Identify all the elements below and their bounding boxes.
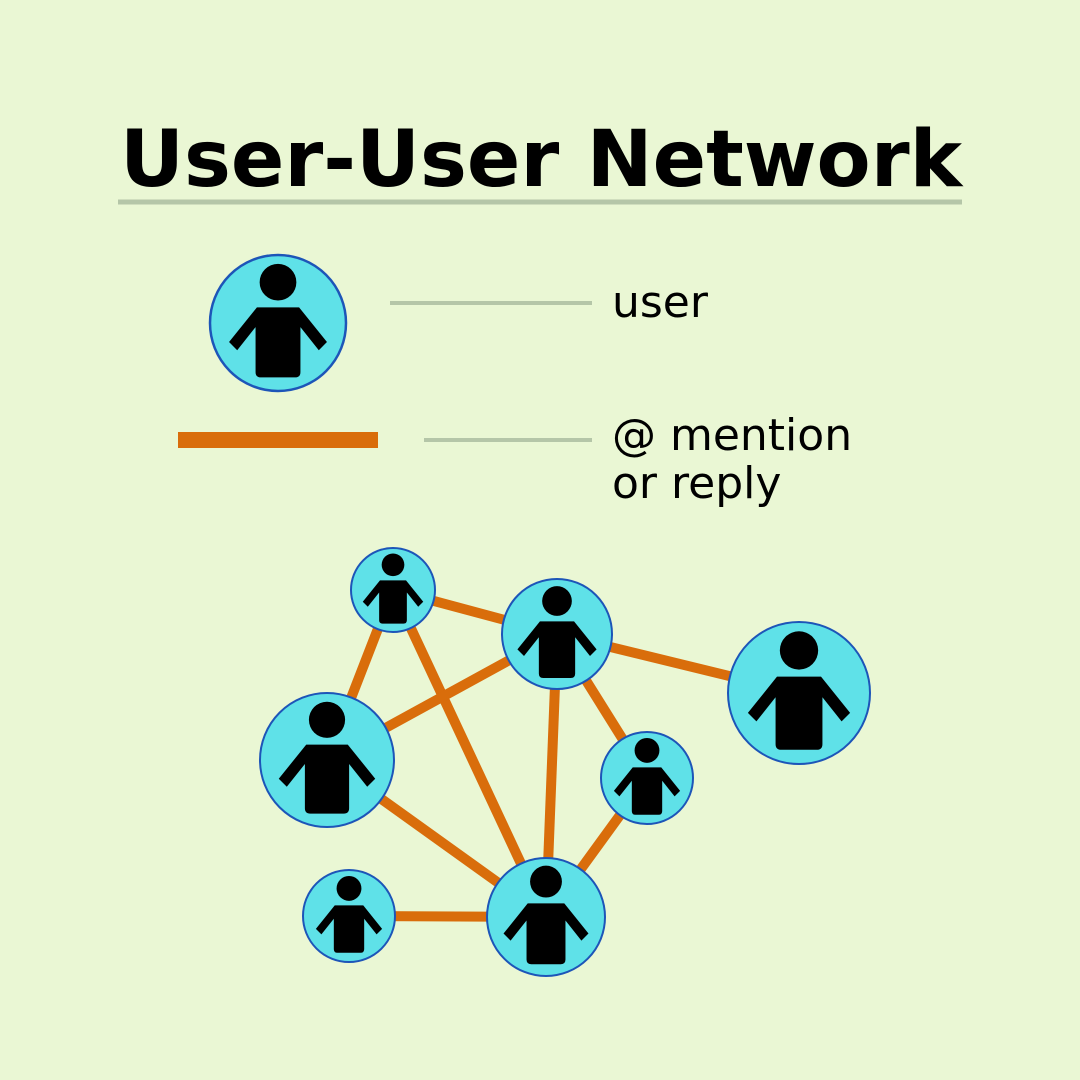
legend-mention-label-line1: @ mention: [612, 410, 852, 461]
user-node-n7: [302, 869, 396, 963]
legend-user-node-icon: [208, 253, 348, 393]
network-nodes: [259, 547, 871, 977]
page-title: User-User Network: [120, 115, 964, 205]
user-node-n3: [727, 621, 871, 765]
edge-n1-n6: [388, 587, 551, 920]
user-node-n6: [486, 857, 606, 977]
legend-mention-edge-sample: [178, 432, 378, 448]
legend-mention-label-line2: or reply: [612, 458, 781, 509]
user-node-n4: [259, 692, 395, 828]
legend-mention-row: @ mention or reply: [178, 410, 852, 509]
legend-user-label: user: [612, 277, 709, 328]
legend-user-row: user: [208, 253, 709, 393]
user-node-n2: [501, 578, 613, 690]
user-node-n1: [350, 547, 436, 633]
user-node-n5: [600, 731, 694, 825]
